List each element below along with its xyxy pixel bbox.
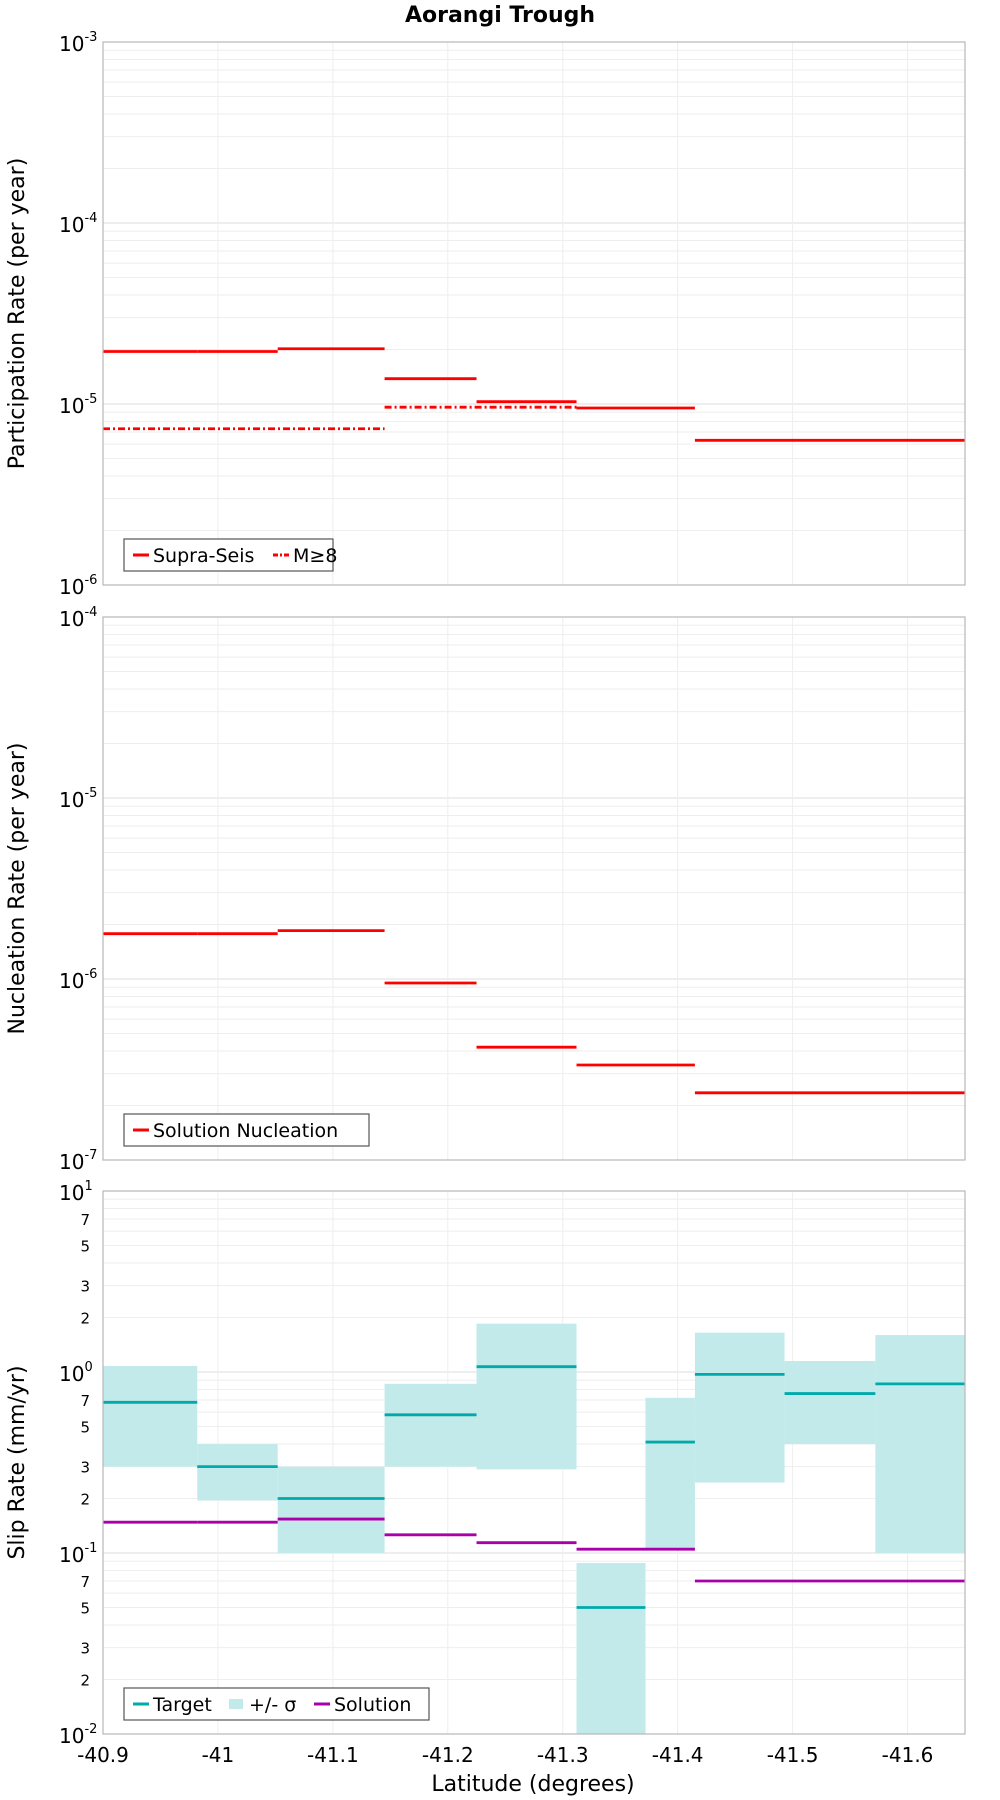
y-tick-exponent: -6 <box>84 967 97 982</box>
y-tick-label: 100 <box>59 1360 93 1386</box>
y-axis-label: Slip Rate (mm/yr) <box>5 1365 30 1559</box>
x-tick-label: -41.1 <box>307 1743 359 1767</box>
y-minor-tick-label: 2 <box>80 1310 90 1328</box>
y-tick-label: 10-4 <box>59 211 97 237</box>
y-tick-label: 10-7 <box>59 1148 97 1174</box>
legend-box <box>123 538 334 572</box>
sigma-band <box>784 1361 876 1445</box>
sigma-band <box>476 1323 577 1470</box>
y-tick-exponent: -5 <box>84 392 97 407</box>
y-minor-tick-label: 5 <box>80 1237 90 1255</box>
y-minor-tick-label: 7 <box>80 1573 90 1591</box>
sigma-band <box>197 1444 278 1501</box>
y-tick-exponent: -7 <box>84 1148 97 1163</box>
legend-label: +/- σ <box>249 1694 296 1716</box>
x-tick-label: -41.2 <box>422 1743 474 1767</box>
sigma-band <box>645 1397 695 1550</box>
legend-label: Supra-Seis <box>153 545 254 567</box>
sigma-band <box>103 1365 198 1467</box>
y-tick-base: 10 <box>59 788 84 812</box>
y-tick-base: 10 <box>59 213 84 237</box>
plot-frame <box>102 1190 966 1735</box>
y-tick-exponent: -4 <box>84 211 97 226</box>
legend-label: Solution <box>334 1694 411 1716</box>
y-tick-label: 10-5 <box>59 786 97 812</box>
x-tick-label: -41.6 <box>882 1743 934 1767</box>
y-tick-exponent: -4 <box>84 605 97 620</box>
x-axis-ticks: -40.9 -41 -41.1 -41.2 -41.3 -41.4 -41.5 -41.6 <box>77 1743 933 1767</box>
legend-swatch <box>229 1699 243 1709</box>
y-axis-label: Nucleation Rate (per year) <box>5 743 30 1035</box>
y-tick-exponent: -2 <box>84 1722 97 1737</box>
y-tick-label: 10-2 <box>59 1722 97 1748</box>
legend: Target +/- σ Solution <box>123 1687 430 1721</box>
chart-title: Aorangi Trough <box>405 3 595 28</box>
sigma-band <box>277 1466 385 1553</box>
y-tick-label: 10-6 <box>59 573 97 599</box>
y-tick-label: 10-3 <box>59 30 97 56</box>
y-tick-base: 10 <box>59 1362 84 1386</box>
y-tick-exponent: -1 <box>84 1541 97 1556</box>
y-tick-label: 101 <box>59 1179 93 1205</box>
y-tick-base: 10 <box>59 1181 84 1205</box>
y-tick-base: 10 <box>59 1543 84 1567</box>
y-minor-tick-label: 5 <box>80 1599 90 1617</box>
y-tick-exponent: 0 <box>84 1360 92 1375</box>
legend-box <box>123 1687 430 1721</box>
y-tick-label: 10-5 <box>59 392 97 418</box>
y-tick-exponent: -3 <box>84 30 97 45</box>
x-tick-label: -40.9 <box>77 1743 129 1767</box>
y-tick-base: 10 <box>59 32 84 56</box>
y-tick-base: 10 <box>59 1724 84 1748</box>
y-tick-base: 10 <box>59 1150 84 1174</box>
y-minor-tick-label: 2 <box>80 1672 90 1690</box>
y-minor-tick-label: 7 <box>80 1211 90 1229</box>
legend: Supra-Seis M≥8 <box>123 538 337 572</box>
y-minor-tick-label: 5 <box>80 1418 90 1436</box>
legend-box <box>123 1113 370 1147</box>
legend-label: Solution Nucleation <box>153 1120 338 1142</box>
y-tick-base: 10 <box>59 575 84 599</box>
y-axis-label: Participation Rate (per year) <box>5 158 30 470</box>
x-tick-label: -41 <box>202 1743 235 1767</box>
y-tick-base: 10 <box>59 969 84 993</box>
sigma-band <box>384 1383 477 1467</box>
y-tick-base: 10 <box>59 394 84 418</box>
legend: Solution Nucleation <box>123 1113 370 1147</box>
x-tick-label: -41.3 <box>537 1743 589 1767</box>
y-tick-label: 10-4 <box>59 605 97 631</box>
y-tick-exponent: 1 <box>84 1179 92 1194</box>
y-tick-label: 10-6 <box>59 967 97 993</box>
plot-frame <box>102 41 966 586</box>
legend-label: M≥8 <box>293 545 337 567</box>
x-tick-label: -41.4 <box>652 1743 704 1767</box>
y-tick-exponent: -6 <box>84 573 97 588</box>
y-minor-tick-label: 3 <box>80 1459 90 1477</box>
y-minor-tick-label: 7 <box>80 1392 90 1410</box>
y-minor-tick-label: 3 <box>80 1278 90 1296</box>
y-tick-label: 10-1 <box>59 1541 97 1567</box>
legend-label: Target <box>152 1694 212 1716</box>
x-tick-label: -41.5 <box>767 1743 819 1767</box>
y-minor-tick-label: 2 <box>80 1491 90 1509</box>
plot-frame <box>102 616 966 1161</box>
sigma-band <box>694 1332 785 1483</box>
sigma-band <box>875 1335 965 1553</box>
sigma-band <box>576 1563 646 1734</box>
y-tick-base: 10 <box>59 607 84 631</box>
y-tick-exponent: -5 <box>84 786 97 801</box>
y-minor-tick-label: 3 <box>80 1640 90 1658</box>
x-axis-label: Latitude (degrees) <box>431 1772 634 1797</box>
